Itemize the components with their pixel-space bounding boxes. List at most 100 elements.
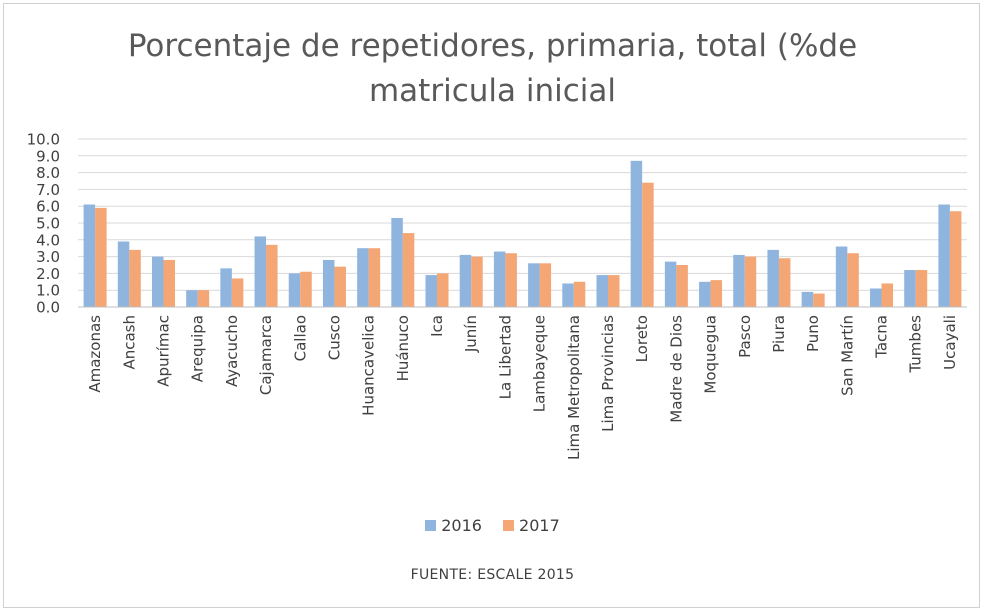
y-tick-label: 3.0 bbox=[36, 248, 60, 266]
bar-2017 bbox=[573, 281, 586, 307]
bar-2016 bbox=[664, 261, 677, 307]
bar-2016 bbox=[493, 251, 506, 307]
bar-2016 bbox=[322, 259, 335, 307]
y-tick-label: 8.0 bbox=[36, 164, 60, 182]
legend: 2016 2017 bbox=[0, 516, 985, 535]
bar-2016 bbox=[835, 246, 848, 307]
gridlines bbox=[78, 138, 967, 291]
bar-2016 bbox=[357, 248, 369, 307]
source-note: FUENTE: ESCALE 2015 bbox=[410, 567, 575, 583]
bar-2017 bbox=[402, 233, 415, 307]
bar-2016 bbox=[288, 273, 301, 307]
x-tick-label: Arequipa bbox=[189, 315, 207, 382]
y-tick-label: 2.0 bbox=[36, 265, 60, 283]
bar-2017 bbox=[95, 207, 107, 307]
bar-2016 bbox=[733, 254, 745, 307]
x-tick-label: San Martín bbox=[838, 315, 856, 396]
bar-2017 bbox=[231, 278, 244, 307]
x-tick-label: Piura bbox=[770, 315, 788, 353]
chart-title-line-1: Porcentaje de repetidores, primaria, tot… bbox=[127, 28, 858, 64]
bar-2017 bbox=[129, 249, 141, 307]
bar-2017 bbox=[471, 256, 483, 307]
bar-2017 bbox=[676, 265, 688, 307]
legend-label-2017: 2017 bbox=[519, 516, 560, 535]
y-tick-label: 1.0 bbox=[36, 282, 60, 300]
x-tick-label: Moquegua bbox=[702, 315, 720, 394]
bar-2017 bbox=[915, 270, 928, 307]
bar-2016 bbox=[151, 256, 164, 307]
bar-2017 bbox=[505, 253, 517, 307]
legend-item-2016: 2016 bbox=[425, 516, 482, 535]
legend-swatch-2016 bbox=[425, 520, 437, 531]
bar-2017 bbox=[710, 280, 723, 307]
legend-label-2016: 2016 bbox=[441, 516, 482, 535]
x-tick-label: Ancash bbox=[120, 315, 138, 370]
x-tick-label: Loreto bbox=[633, 315, 651, 362]
legend-swatch-2017 bbox=[503, 520, 515, 531]
bar-2017 bbox=[437, 273, 449, 307]
bar-2017 bbox=[847, 253, 859, 307]
axes: 0.01.02.03.04.05.06.07.08.09.010.0 Amazon… bbox=[27, 131, 967, 460]
bar-2016 bbox=[528, 263, 540, 307]
x-tick-label: Amazonas bbox=[86, 315, 104, 393]
x-tick-label: Ica bbox=[428, 315, 446, 337]
chart-title: Porcentaje de repetidores, primaria, tot… bbox=[0, 24, 985, 114]
x-tick-label: La Libertad bbox=[496, 315, 514, 399]
x-tick-label: Pasco bbox=[736, 315, 754, 358]
y-tick-label: 4.0 bbox=[36, 231, 60, 249]
bar-2016 bbox=[904, 270, 916, 307]
bar-2016 bbox=[562, 283, 574, 307]
bar-2016 bbox=[870, 288, 882, 307]
x-tick-label: Ucayali bbox=[941, 315, 959, 370]
x-tick-label: Apurímac bbox=[154, 315, 172, 387]
bar-2016 bbox=[938, 204, 950, 307]
x-tick-label: Callao bbox=[291, 315, 309, 361]
bar-2017 bbox=[368, 248, 381, 307]
bar-2017 bbox=[607, 275, 620, 307]
x-tick-label: Junín bbox=[462, 315, 480, 353]
y-tick-label: 5.0 bbox=[36, 215, 60, 233]
bar-2017 bbox=[163, 259, 175, 307]
bar-2017 bbox=[813, 293, 825, 307]
bar-2016 bbox=[459, 254, 472, 307]
x-tick-label: Huánuco bbox=[394, 315, 412, 381]
y-tick-label: 7.0 bbox=[36, 181, 60, 199]
bars bbox=[83, 160, 962, 307]
bar-2017 bbox=[266, 244, 278, 307]
bar-2016 bbox=[699, 281, 711, 307]
bar-2016 bbox=[425, 275, 438, 307]
bar-2017 bbox=[197, 290, 210, 307]
bar-2016 bbox=[767, 249, 779, 307]
bar-2016 bbox=[220, 268, 232, 307]
bar-2017 bbox=[539, 263, 552, 307]
y-tick-label: 0.0 bbox=[36, 299, 60, 317]
x-tick-label: Madre de Dios bbox=[667, 315, 685, 423]
y-tick-label: 10.0 bbox=[27, 131, 60, 149]
bar-2016 bbox=[117, 241, 130, 307]
bar-2017 bbox=[949, 211, 962, 307]
bar-2016 bbox=[186, 290, 198, 307]
x-tick-label: Tumbes bbox=[907, 315, 925, 374]
legend-item-2017: 2017 bbox=[503, 516, 560, 535]
x-tick-label: Cajamarca bbox=[257, 315, 275, 395]
bar-2017 bbox=[300, 271, 312, 307]
y-tick-label: 9.0 bbox=[36, 147, 60, 165]
bar-2016 bbox=[630, 160, 643, 307]
x-tick-label: Lima Metropolitana bbox=[565, 315, 583, 460]
bar-2017 bbox=[744, 256, 757, 307]
x-tick-label: Lambayeque bbox=[531, 315, 549, 412]
x-tick-label: Cusco bbox=[325, 315, 343, 360]
x-tick-label: Huancavelica bbox=[360, 315, 378, 416]
chart-title-line-2: matricula inicial bbox=[368, 73, 616, 109]
bar-2017 bbox=[778, 258, 791, 307]
bar-2016 bbox=[254, 236, 267, 307]
bar-2017 bbox=[334, 266, 346, 307]
y-tick-label: 6.0 bbox=[36, 198, 60, 216]
bar-2016 bbox=[801, 291, 814, 307]
x-tick-label: Puno bbox=[804, 315, 822, 352]
x-tick-label: Tacna bbox=[873, 315, 891, 359]
x-tick-label: Ayacucho bbox=[223, 315, 241, 387]
bar-2017 bbox=[642, 182, 654, 307]
bar-2016 bbox=[83, 204, 96, 307]
